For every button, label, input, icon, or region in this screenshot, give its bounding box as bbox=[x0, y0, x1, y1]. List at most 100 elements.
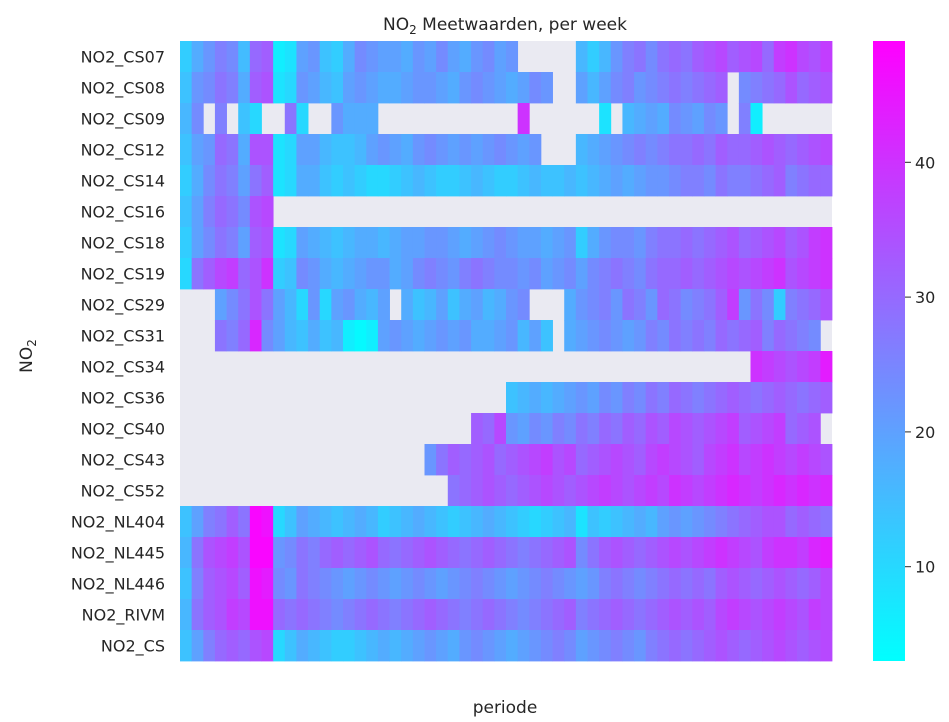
heatmap-cell bbox=[424, 289, 437, 321]
heatmap-cell bbox=[564, 382, 577, 414]
heatmap-cell bbox=[680, 568, 693, 600]
heatmap-cell bbox=[773, 630, 786, 662]
heatmap-cell bbox=[517, 413, 530, 445]
heatmap-cell bbox=[587, 413, 600, 445]
heatmap-cell bbox=[564, 537, 577, 569]
heatmap-cell bbox=[191, 537, 204, 569]
heatmap-cell bbox=[657, 227, 670, 259]
heatmap-cell bbox=[412, 506, 425, 538]
heatmap-cell bbox=[540, 599, 553, 631]
heatmap-cell bbox=[261, 599, 274, 631]
heatmap-cell bbox=[284, 165, 297, 197]
heatmap-cell bbox=[610, 41, 623, 73]
heatmap-cell bbox=[261, 506, 274, 538]
heatmap-cell bbox=[669, 413, 682, 445]
heatmap-cell bbox=[587, 630, 600, 662]
heatmap-cell bbox=[622, 475, 635, 507]
heatmap-cell bbox=[249, 289, 262, 321]
heatmap-cell bbox=[436, 444, 449, 476]
heatmap-cell bbox=[703, 227, 716, 259]
heatmap-cell bbox=[238, 537, 251, 569]
heatmap-cell bbox=[471, 444, 484, 476]
heatmap-cell bbox=[750, 165, 763, 197]
heatmap-cell bbox=[657, 289, 670, 321]
heatmap-cell bbox=[343, 258, 356, 290]
heatmap-cell bbox=[738, 165, 751, 197]
heatmap-cell bbox=[506, 320, 519, 352]
heatmap-cell bbox=[273, 289, 286, 321]
heatmap-cell bbox=[610, 475, 623, 507]
heatmap-cell bbox=[680, 258, 693, 290]
heatmap-cell bbox=[354, 568, 367, 600]
heatmap-cell bbox=[214, 568, 227, 600]
heatmap-cell bbox=[680, 599, 693, 631]
heatmap-cell bbox=[599, 568, 612, 600]
heatmap-cell bbox=[331, 320, 344, 352]
heatmap-cell bbox=[587, 506, 600, 538]
row-label: NO2_NL446 bbox=[71, 575, 165, 595]
heatmap-cell bbox=[424, 444, 437, 476]
heatmap-cell bbox=[506, 41, 519, 73]
heatmap-cell bbox=[634, 630, 647, 662]
heatmap-cell bbox=[552, 227, 565, 259]
heatmap-cell bbox=[354, 289, 367, 321]
heatmap-cell bbox=[808, 506, 821, 538]
y-axis-label: NO2 bbox=[17, 339, 39, 373]
heatmap-cell bbox=[238, 134, 251, 166]
heatmap-cell bbox=[436, 537, 449, 569]
heatmap-cell bbox=[808, 599, 821, 631]
heatmap-cell bbox=[599, 475, 612, 507]
heatmap-cell bbox=[645, 320, 658, 352]
heatmap-cell bbox=[715, 165, 728, 197]
heatmap-cell bbox=[575, 258, 588, 290]
heatmap-cell bbox=[506, 475, 519, 507]
heatmap-cell bbox=[506, 289, 519, 321]
heatmap-cell bbox=[599, 289, 612, 321]
heatmap-cell bbox=[517, 72, 530, 104]
heatmap-cell bbox=[226, 196, 239, 228]
heatmap-cell bbox=[284, 41, 297, 73]
heatmap-cell bbox=[610, 258, 623, 290]
heatmap-cell bbox=[622, 537, 635, 569]
heatmap-cell bbox=[331, 568, 344, 600]
heatmap-cell bbox=[785, 599, 798, 631]
heatmap-cell bbox=[797, 351, 810, 383]
heatmap-cell bbox=[354, 227, 367, 259]
heatmap-cell bbox=[540, 506, 553, 538]
heatmap-cell bbox=[366, 630, 379, 662]
heatmap-cell bbox=[319, 258, 332, 290]
heatmap-cell bbox=[529, 134, 542, 166]
heatmap-cell bbox=[482, 72, 495, 104]
heatmap-cell bbox=[750, 599, 763, 631]
heatmap-cell bbox=[727, 289, 740, 321]
heatmap-cell bbox=[506, 382, 519, 414]
heatmap-cell bbox=[622, 630, 635, 662]
heatmap-cell bbox=[482, 444, 495, 476]
heatmap-cell bbox=[424, 537, 437, 569]
heatmap-cell bbox=[319, 568, 332, 600]
heatmap-cell bbox=[308, 289, 321, 321]
heatmap-cell bbox=[354, 72, 367, 104]
heatmap-cell bbox=[750, 41, 763, 73]
row-label: NO2_CS43 bbox=[81, 451, 165, 471]
heatmap-cell bbox=[599, 413, 612, 445]
heatmap-cell bbox=[471, 72, 484, 104]
heatmap-cell bbox=[343, 103, 356, 135]
heatmap-cell bbox=[715, 258, 728, 290]
heatmap-cell bbox=[599, 227, 612, 259]
heatmap-cell bbox=[261, 165, 274, 197]
heatmap-cell bbox=[459, 599, 472, 631]
heatmap-cell bbox=[797, 227, 810, 259]
heatmap-cell bbox=[319, 320, 332, 352]
heatmap-cell bbox=[366, 599, 379, 631]
heatmap-cell bbox=[424, 630, 437, 662]
heatmap-cell bbox=[575, 41, 588, 73]
heatmap-cell bbox=[808, 41, 821, 73]
heatmap-cell bbox=[727, 165, 740, 197]
heatmap-cell bbox=[424, 568, 437, 600]
heatmap-cell bbox=[738, 382, 751, 414]
heatmap-cell bbox=[727, 258, 740, 290]
colorbar-ticks: 10 20 30 40 bbox=[905, 153, 935, 577]
heatmap-cell bbox=[494, 537, 507, 569]
heatmap-cell bbox=[284, 103, 297, 135]
